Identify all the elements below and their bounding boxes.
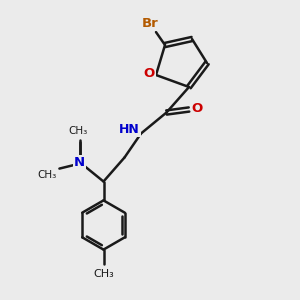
- Text: O: O: [144, 67, 155, 80]
- Text: N: N: [74, 155, 85, 169]
- Text: O: O: [192, 101, 203, 115]
- Text: CH₃: CH₃: [93, 268, 114, 279]
- Text: CH₃: CH₃: [38, 170, 57, 181]
- Text: HN: HN: [119, 123, 140, 136]
- Text: CH₃: CH₃: [68, 126, 88, 136]
- Text: Br: Br: [142, 16, 158, 30]
